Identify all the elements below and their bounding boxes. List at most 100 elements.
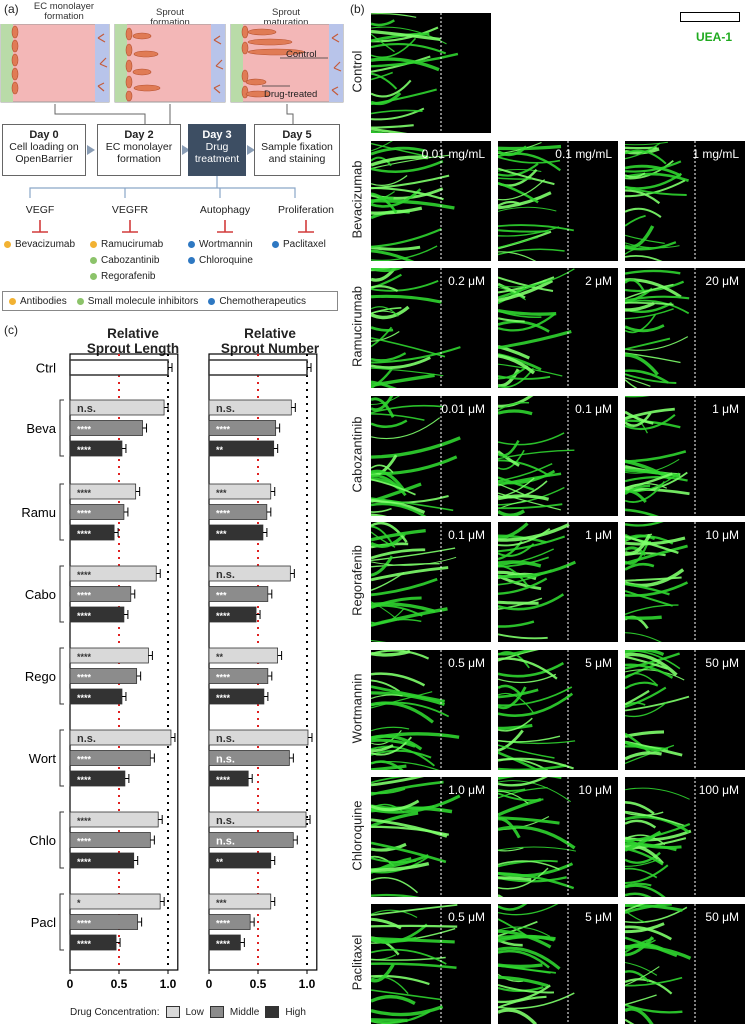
chemo-dot-icon bbox=[208, 297, 216, 305]
inhibit-icon bbox=[217, 220, 233, 233]
chemo-dot-icon bbox=[272, 241, 279, 248]
sprout-image bbox=[625, 904, 696, 1024]
group-bracket bbox=[59, 729, 64, 787]
significance-label: **** bbox=[216, 673, 231, 683]
significance-label: ** bbox=[216, 857, 224, 867]
day0-box: Day 0 Cell loading on OpenBarrier bbox=[2, 124, 86, 176]
small-molecule-dot-icon bbox=[76, 297, 84, 305]
significance-label: **** bbox=[216, 919, 231, 929]
arrow-icon bbox=[87, 145, 95, 155]
significance-label: **** bbox=[77, 652, 92, 662]
arrow-icon bbox=[182, 145, 190, 155]
bar bbox=[69, 565, 157, 582]
arrow-icon bbox=[247, 145, 255, 155]
stage-title-2: Sprout formation bbox=[150, 7, 190, 28]
stain-label: UEA-1 bbox=[696, 30, 733, 44]
concentration-label: 50 μM bbox=[705, 656, 739, 670]
micrograph: 1 μM bbox=[625, 396, 745, 516]
day5-label: Day 5 bbox=[282, 129, 312, 141]
concentration-label: 50 μM bbox=[705, 910, 739, 924]
antibody-dot-icon bbox=[9, 297, 16, 305]
target-vegfr: VEGFR bbox=[111, 204, 149, 216]
micrograph: 0.5 μM bbox=[371, 904, 491, 1024]
concentration-label: 0.5 μM bbox=[448, 656, 485, 670]
significance-label: **** bbox=[77, 591, 92, 601]
significance-label: **** bbox=[216, 509, 231, 519]
inhibit-icon bbox=[122, 220, 138, 233]
sprout-image bbox=[498, 904, 575, 1024]
significance-label: *** bbox=[216, 529, 227, 539]
group-bracket bbox=[59, 399, 64, 457]
group-label: Chlo bbox=[29, 833, 56, 848]
row-label: Regorafenib bbox=[349, 545, 365, 616]
micrograph: 1 mg/mL bbox=[625, 141, 745, 261]
group-label: Ctrl bbox=[36, 361, 56, 376]
significance-label: n.s. bbox=[216, 403, 235, 415]
row-label: Paclitaxel bbox=[349, 934, 365, 991]
significance-label: **** bbox=[77, 775, 92, 785]
group-bracket bbox=[59, 483, 64, 541]
sprout-image bbox=[371, 268, 461, 388]
significance-label: **** bbox=[77, 509, 92, 519]
micrograph: 0.2 μM bbox=[371, 268, 491, 388]
significance-label: **** bbox=[216, 693, 231, 703]
day0-label: Day 0 bbox=[29, 129, 59, 141]
antibody-dot-icon bbox=[4, 241, 11, 248]
legend-middle: Middle bbox=[229, 1006, 260, 1018]
micrograph: 50 μM bbox=[625, 650, 745, 770]
sprout-image bbox=[371, 650, 460, 770]
significance-label: ** bbox=[216, 652, 224, 662]
concentration-label: 1.0 μM bbox=[448, 783, 485, 797]
significance-label: **** bbox=[77, 529, 92, 539]
stage-2-diagram bbox=[114, 24, 226, 103]
micrograph: 1 μM bbox=[498, 522, 618, 642]
concentration-label: 0.1 μM bbox=[448, 528, 485, 542]
drug-paclitaxel: Paclitaxel bbox=[272, 239, 326, 250]
micrograph: 2 μM bbox=[498, 268, 618, 388]
stage-title-1: EC monolayer formation bbox=[33, 1, 95, 22]
significance-label: **** bbox=[77, 611, 92, 621]
significance-label: **** bbox=[77, 857, 92, 867]
micrograph: 50 μM bbox=[625, 904, 745, 1024]
legend-antibodies: Antibodies bbox=[9, 296, 67, 307]
significance-label: **** bbox=[77, 939, 92, 949]
scale-bar bbox=[680, 12, 740, 22]
sprout-image bbox=[498, 141, 574, 261]
day2-text: EC monolayer formation bbox=[105, 141, 173, 165]
micrograph: 0.5 μM bbox=[371, 650, 491, 770]
significance-label: n.s. bbox=[216, 815, 235, 827]
sprout-image bbox=[625, 522, 696, 642]
significance-label: **** bbox=[216, 425, 231, 435]
sprout-image bbox=[371, 396, 461, 516]
concentration-label: 10 μM bbox=[705, 528, 739, 542]
chart-title-length: Relative Sprout Length bbox=[86, 326, 180, 356]
group-bracket bbox=[59, 811, 64, 869]
group-label: Rego bbox=[25, 669, 56, 684]
day5-text: Sample fixation and staining bbox=[261, 141, 333, 165]
row-label: Chloroquine bbox=[349, 800, 365, 871]
sprout-image bbox=[498, 268, 575, 388]
control-annotation: Control bbox=[286, 49, 317, 60]
significance-label: *** bbox=[216, 591, 227, 601]
drug-chloroquine: Chloroquine bbox=[188, 255, 253, 266]
antibody-dot-icon bbox=[90, 241, 97, 248]
target-connector bbox=[29, 176, 296, 198]
sprout-image bbox=[371, 141, 455, 261]
concentration-label: 0.2 μM bbox=[448, 274, 485, 288]
micrograph: 1.0 μM bbox=[371, 777, 491, 897]
significance-label: **** bbox=[77, 488, 92, 498]
day2-label: Day 2 bbox=[124, 129, 154, 141]
significance-label: n.s. bbox=[216, 569, 235, 581]
x-tick-label: 1.0 bbox=[299, 977, 316, 991]
bar bbox=[69, 420, 143, 436]
micrograph: 100 μM bbox=[625, 777, 745, 897]
drug-bevacizumab: Bevacizumab bbox=[4, 239, 75, 250]
concentration-label: 5 μM bbox=[585, 656, 612, 670]
swatch-high bbox=[265, 1006, 280, 1018]
significance-label: **** bbox=[77, 755, 92, 765]
sprout-image bbox=[371, 522, 457, 642]
significance-label: **** bbox=[77, 919, 92, 929]
row-label: Control bbox=[349, 50, 365, 93]
day5-box: Day 5 Sample fixation and staining bbox=[254, 124, 340, 176]
row-label: Bevacizumab bbox=[349, 160, 365, 239]
